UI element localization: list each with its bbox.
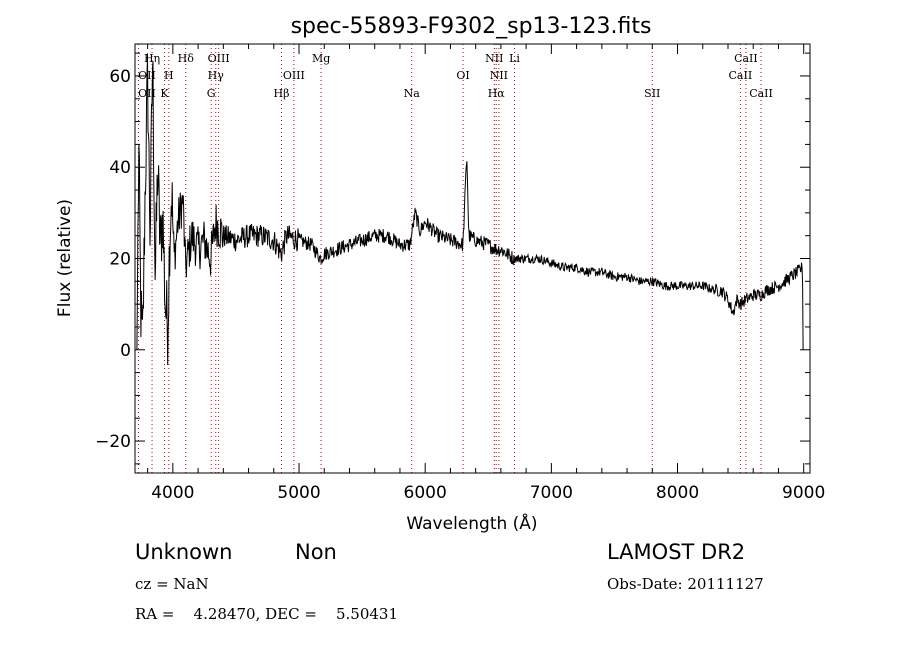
y-tick-label: 0 (120, 341, 131, 361)
y-tick-label: 20 (109, 250, 131, 270)
line-label-15: NII (490, 69, 508, 82)
line-label-11: Mg (312, 52, 330, 65)
line-label-4: K (160, 87, 169, 100)
line-label-20: CaII (729, 69, 753, 82)
line-label-0: OII (138, 87, 156, 100)
axis-ticks: 4000 5000 6000 7000 8000 9000 −20 0 20 40 60 (95, 44, 825, 503)
line-label-2: Hη (144, 52, 160, 65)
ra-dec-values: RA = 4.28470, DEC = 5.50431 (135, 605, 398, 623)
x-tick-label: 7000 (530, 483, 573, 503)
x-tick-label: 6000 (404, 483, 447, 503)
line-label-12: Na (404, 87, 421, 100)
subclass-label: Non (295, 540, 337, 564)
line-label-3: H (164, 69, 174, 82)
spectrum-series (136, 53, 804, 366)
line-markers (137, 44, 762, 473)
line-label-8: G (207, 87, 216, 100)
y-tick-label: 40 (109, 158, 131, 178)
classification-label: Unknown (135, 540, 233, 564)
survey-label: LAMOST DR2 (607, 540, 746, 564)
line-label-10: Hβ (274, 87, 290, 100)
line-label-6: OIII (208, 52, 230, 65)
obs-date: Obs-Date: 20111127 (607, 575, 764, 593)
x-axis-label: Wavelength (Å) (406, 512, 537, 534)
x-tick-label: 5000 (277, 483, 320, 503)
cz-value: cz = NaN (135, 575, 209, 593)
line-label-7: Hγ (208, 69, 225, 82)
line-label-21: CaII (749, 87, 773, 100)
y-axis-label: Flux (relative) (55, 199, 75, 317)
line-label-5: Hδ (178, 52, 195, 65)
x-tick-label: 9000 (782, 483, 825, 503)
line-label-14: NII (485, 52, 503, 65)
y-tick-label: −20 (95, 432, 131, 452)
line-label-18: SII (644, 87, 660, 100)
line-labels: OII OII Hη HK Hδ OIII Hγ G OIII Hβ Mg Na OI NII NII Hα L… (138, 52, 773, 100)
line-label-9: OIII (283, 69, 305, 82)
chart-title: spec-55893-F9302_sp13-123.fits (291, 14, 652, 39)
x-tick-label: 8000 (656, 483, 699, 503)
line-label-19: CaII (734, 52, 758, 65)
y-tick-label: 60 (109, 67, 131, 87)
line-label-17: Li (509, 52, 520, 65)
spectrum-line (136, 53, 804, 366)
x-tick-label: 4000 (151, 483, 194, 503)
line-label-16: Hα (488, 87, 506, 100)
line-label-1: OII (138, 69, 156, 82)
plot-frame (134, 43, 811, 474)
line-label-13: OI (456, 69, 469, 82)
